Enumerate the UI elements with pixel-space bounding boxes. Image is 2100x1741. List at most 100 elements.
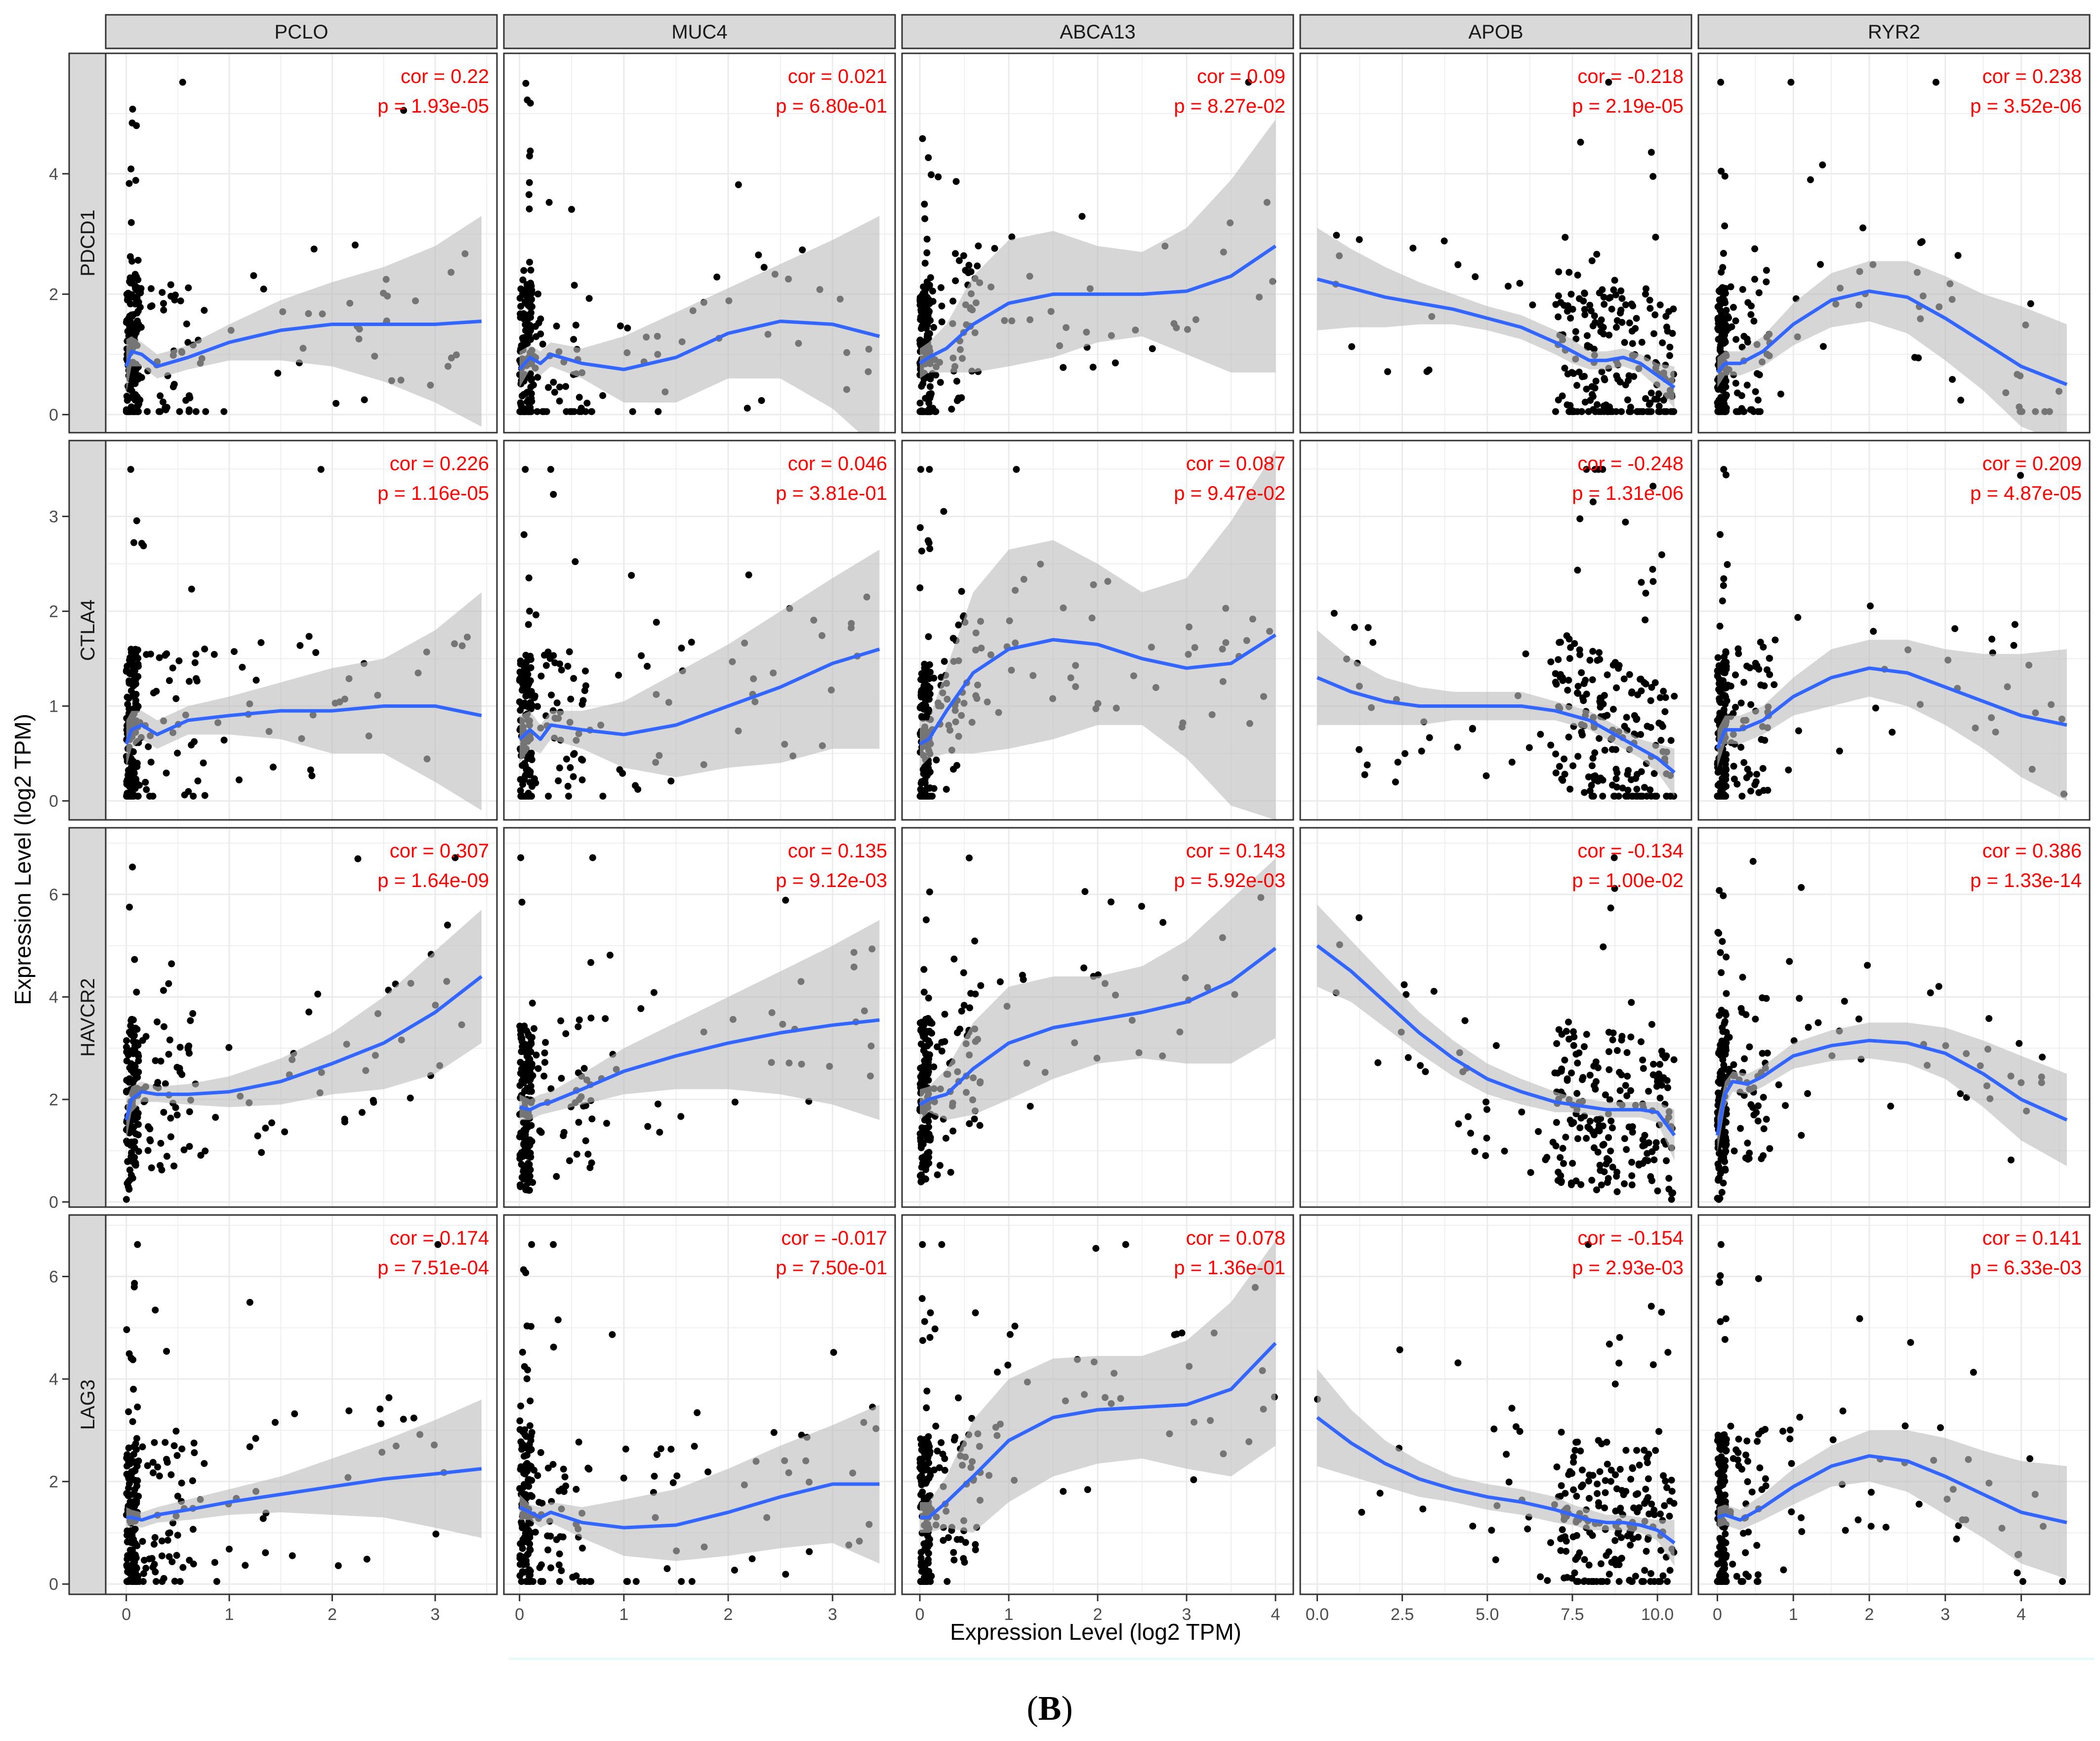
data-point	[522, 80, 530, 87]
data-point	[623, 1578, 630, 1585]
data-point	[1612, 324, 1620, 331]
data-point	[1740, 679, 1748, 686]
data-point	[176, 408, 183, 415]
data-point	[579, 757, 586, 764]
data-point	[185, 284, 192, 291]
data-point	[1720, 575, 1728, 582]
data-point	[1722, 648, 1729, 655]
data-point	[1579, 694, 1586, 701]
data-point	[1600, 1140, 1607, 1148]
data-point	[1715, 397, 1723, 404]
data-point	[175, 657, 183, 664]
data-point	[576, 408, 583, 415]
data-point	[917, 306, 925, 314]
data-point	[1615, 793, 1622, 800]
data-point	[1787, 79, 1795, 86]
data-point	[521, 701, 528, 708]
data-point	[553, 699, 561, 707]
data-point	[1333, 232, 1340, 239]
data-point	[602, 1015, 609, 1022]
data-point	[1725, 314, 1732, 322]
data-point	[1651, 679, 1659, 687]
data-point	[170, 381, 178, 388]
data-point	[310, 245, 318, 253]
data-point	[341, 1115, 348, 1123]
confidence-ribbon	[519, 1405, 880, 1564]
data-point	[1724, 561, 1731, 568]
data-point	[517, 1554, 524, 1561]
data-point	[1596, 735, 1603, 742]
data-point	[1013, 466, 1020, 473]
data-point	[617, 322, 624, 329]
data-point	[1646, 296, 1653, 304]
data-point	[1467, 1130, 1474, 1137]
data-point	[1522, 650, 1529, 657]
data-point	[1719, 938, 1726, 945]
data-point	[522, 466, 529, 473]
data-point	[966, 1120, 973, 1128]
data-point	[1649, 578, 1657, 585]
data-point	[1609, 1036, 1616, 1044]
data-point	[575, 1069, 582, 1077]
data-point	[1613, 1188, 1621, 1195]
confidence-ribbon	[126, 910, 482, 1141]
data-point	[929, 405, 937, 412]
data-point	[558, 1075, 565, 1082]
data-point	[134, 793, 142, 800]
data-point	[587, 1578, 595, 1585]
data-point	[694, 1409, 701, 1417]
data-point	[1744, 338, 1751, 346]
data-point	[1588, 1578, 1595, 1585]
data-point	[544, 1546, 552, 1554]
data-point	[1725, 324, 1732, 332]
data-point	[1572, 1556, 1579, 1563]
data-point	[1751, 276, 1759, 283]
data-point	[918, 547, 925, 555]
data-point	[578, 776, 586, 784]
data-point	[1628, 1181, 1636, 1189]
data-point	[125, 1185, 133, 1193]
confidence-ribbon	[126, 592, 482, 810]
data-point	[1597, 1560, 1605, 1568]
data-point	[1641, 1447, 1648, 1454]
data-point	[166, 1529, 173, 1537]
data-point	[159, 398, 166, 405]
data-point	[581, 667, 589, 675]
data-point	[1604, 1460, 1611, 1468]
fit-line	[1716, 1039, 2068, 1136]
data-point	[1627, 1475, 1635, 1483]
data-point	[1612, 1507, 1619, 1515]
data-point	[1555, 268, 1563, 276]
data-point	[923, 1387, 931, 1395]
data-point	[1633, 785, 1641, 793]
data-point	[317, 466, 325, 473]
data-point	[1721, 408, 1728, 415]
panel-border	[503, 440, 896, 821]
data-point	[123, 668, 130, 675]
data-point	[160, 987, 167, 994]
data-point	[124, 1568, 131, 1576]
data-point	[1508, 1405, 1516, 1412]
data-point	[977, 982, 985, 989]
data-point	[1723, 990, 1730, 997]
data-point	[1535, 1128, 1542, 1135]
data-point	[539, 340, 546, 348]
data-point	[1640, 1578, 1647, 1585]
data-point	[1644, 1157, 1651, 1165]
data-point	[130, 769, 138, 776]
data-point	[1571, 1569, 1578, 1577]
data-point	[1855, 1015, 1862, 1023]
row-strip-pdcd1	[68, 52, 107, 434]
data-point	[923, 333, 931, 341]
data-point	[1644, 1459, 1651, 1466]
data-point	[1576, 651, 1584, 658]
confidence-ribbon	[1717, 1022, 2067, 1166]
data-point	[1589, 1472, 1597, 1479]
data-point	[1563, 632, 1570, 640]
data-point	[523, 1433, 530, 1440]
panel-plot-area	[123, 1241, 482, 1585]
data-point	[147, 285, 155, 292]
panel-border	[105, 1214, 498, 1595]
row-strip-havcr2	[68, 827, 107, 1208]
data-point	[1178, 1329, 1186, 1336]
